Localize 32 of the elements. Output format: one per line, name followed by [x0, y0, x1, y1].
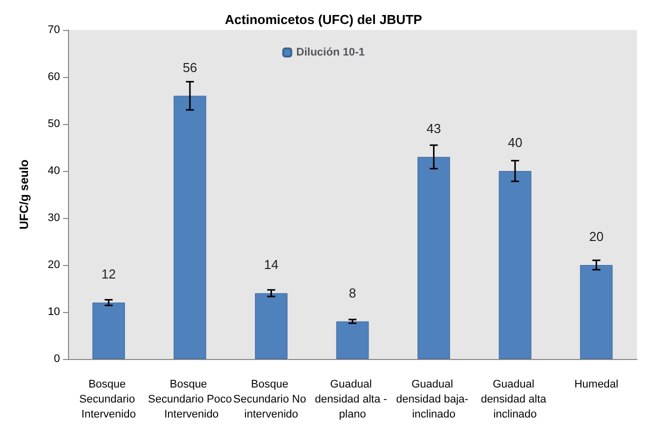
- y-tick-label: 0: [54, 353, 60, 365]
- y-tick-label: 70: [48, 24, 60, 36]
- data-label: 43: [426, 120, 442, 136]
- data-label: 8: [348, 285, 356, 300]
- bar: [580, 265, 613, 359]
- bar: [92, 302, 125, 359]
- y-tick-label: 30: [48, 212, 60, 224]
- bar: [174, 96, 206, 359]
- x-tick-label: Guadual densidad baja- inclinado: [396, 378, 472, 420]
- x-tick-label: Guadual densidad alta inclinado: [480, 378, 550, 420]
- x-tick-label: Bosque Secundario No intervenido: [233, 378, 310, 420]
- y-tick-label: 40: [48, 165, 60, 177]
- data-label: 14: [264, 257, 278, 272]
- bar: [254, 293, 288, 359]
- y-tick-label: 50: [48, 118, 60, 130]
- data-label: 12: [101, 266, 116, 282]
- data-label: 20: [589, 229, 604, 244]
- bar: [336, 321, 369, 359]
- y-tick-label: 20: [48, 259, 60, 271]
- data-label: 40: [508, 135, 522, 150]
- x-tick-label: Bosque Secundario Intervenido: [79, 378, 138, 420]
- data-label: 56: [182, 60, 198, 75]
- x-tick-label: Humedal: [574, 378, 618, 390]
- x-tick-label: Guadual densidad alta - plano: [314, 378, 390, 420]
- x-tick-label: Bosque Secundario Poco Intervenido: [148, 378, 232, 420]
- y-tick-label: 10: [48, 306, 60, 318]
- legend-label: Dilución 10-1: [296, 46, 365, 58]
- bar: [418, 156, 450, 359]
- y-tick-label: 60: [48, 71, 60, 83]
- bar: [498, 171, 532, 359]
- y-axis-title: UFC/g seulo: [17, 159, 31, 230]
- chart-title: Actinomicetos (UFC) del JBUTP: [224, 12, 422, 27]
